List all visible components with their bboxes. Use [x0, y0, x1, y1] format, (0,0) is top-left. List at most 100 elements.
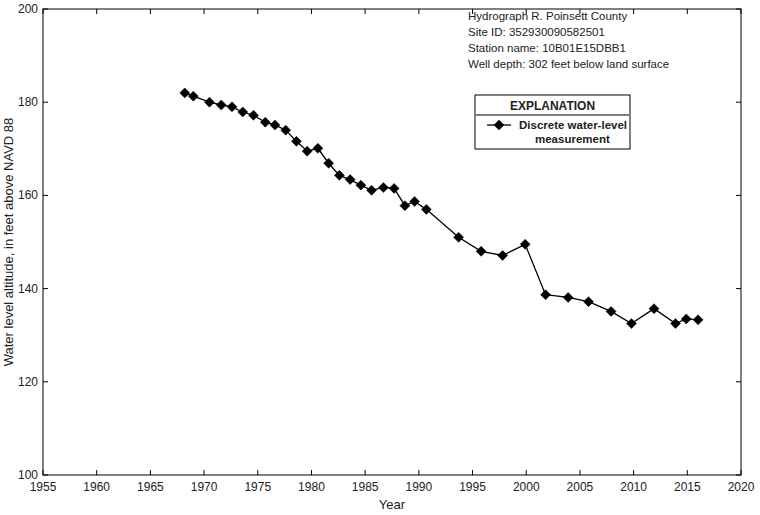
data-point	[378, 182, 388, 192]
y-tick-right	[736, 381, 741, 382]
y-tick-label: 140	[18, 282, 38, 296]
data-point	[520, 239, 530, 249]
x-tick-top	[96, 9, 97, 14]
data-point	[238, 107, 248, 117]
y-tick-label: 120	[18, 375, 38, 389]
x-tick-label: 1980	[298, 480, 325, 494]
data-point	[260, 117, 270, 127]
x-tick-top	[43, 9, 44, 14]
y-tick-label: 160	[18, 188, 38, 202]
x-tick-label: 1970	[191, 480, 218, 494]
data-point	[476, 246, 486, 256]
x-tick-label: 1965	[137, 480, 164, 494]
data-point	[356, 180, 366, 190]
data-point	[670, 319, 680, 329]
data-point	[291, 136, 301, 146]
x-tick	[418, 470, 419, 475]
data-point	[313, 143, 323, 153]
data-point	[681, 314, 691, 324]
legend-box	[475, 95, 630, 149]
annotation: Site ID: 352930090582501	[468, 26, 605, 38]
data-point	[584, 297, 594, 307]
x-tick	[365, 470, 366, 475]
legend-marker	[494, 120, 504, 130]
legend-title: EXPLANATION	[510, 99, 595, 113]
data-point	[563, 292, 573, 302]
x-tick-label: 1985	[352, 480, 379, 494]
x-tick	[257, 470, 258, 475]
data-point	[693, 315, 703, 325]
x-tick	[579, 470, 580, 475]
x-tick-top	[418, 9, 419, 14]
data-point	[227, 102, 237, 112]
x-tick-label: 2010	[620, 480, 647, 494]
x-tick	[43, 470, 44, 475]
x-tick	[741, 470, 742, 475]
data-point	[626, 319, 636, 329]
x-tick-top	[311, 9, 312, 14]
x-tick	[633, 470, 634, 475]
y-tick	[43, 381, 48, 382]
data-point	[421, 204, 431, 214]
x-tick	[687, 470, 688, 475]
x-tick-label: 1955	[30, 480, 57, 494]
x-tick-top	[257, 9, 258, 14]
data-point	[389, 183, 399, 193]
x-tick	[96, 470, 97, 475]
y-tick-right	[736, 195, 741, 196]
x-tick-label: 1990	[405, 480, 432, 494]
x-tick-label: 1995	[459, 480, 486, 494]
x-tick-label: 1960	[83, 480, 110, 494]
data-point	[204, 97, 214, 107]
legend-label-line: Discrete water-level	[519, 119, 627, 131]
data-point	[400, 201, 410, 211]
data-point	[281, 125, 291, 135]
data-point	[410, 196, 420, 206]
y-tick-label: 200	[18, 2, 38, 16]
data-point	[302, 146, 312, 156]
y-tick-label: 100	[18, 468, 38, 482]
y-tick-right	[736, 9, 741, 10]
x-tick-label: 2005	[567, 480, 594, 494]
data-point	[498, 251, 508, 261]
y-tick	[43, 288, 48, 289]
data-point	[324, 158, 334, 168]
chart: 1955196019651970197519801985199019952000…	[0, 0, 760, 515]
y-tick-right	[736, 475, 741, 476]
x-tick-top	[204, 9, 205, 14]
annotation: Station name: 10B01E15DBB1	[468, 42, 626, 54]
x-tick-label: 2020	[728, 480, 755, 494]
data-point	[367, 185, 377, 195]
x-tick-label: 1975	[244, 480, 271, 494]
data-point	[345, 175, 355, 185]
y-tick-right	[736, 102, 741, 103]
data-group	[180, 88, 703, 329]
data-point	[270, 120, 280, 130]
x-tick-top	[365, 9, 366, 14]
x-tick-top	[633, 9, 634, 14]
data-point	[216, 100, 226, 110]
legend-label: Discrete water-levelmeasurement	[519, 119, 627, 145]
x-tick	[150, 470, 151, 475]
annotation: Hydrograph R. Poinsett County	[468, 10, 627, 22]
y-tick-label: 180	[18, 95, 38, 109]
annotation: Well depth: 302 feet below land surface	[468, 58, 669, 70]
y-tick-right	[736, 288, 741, 289]
data-point	[606, 306, 616, 316]
x-tick	[204, 470, 205, 475]
x-tick-top	[687, 9, 688, 14]
y-tick	[43, 102, 48, 103]
y-tick	[43, 195, 48, 196]
y-tick	[43, 475, 48, 476]
data-point	[334, 170, 344, 180]
x-tick	[526, 470, 527, 475]
legend-rule	[476, 115, 629, 116]
data-point	[188, 91, 198, 101]
series-line	[185, 93, 698, 324]
data-point	[541, 290, 551, 300]
data-point	[649, 304, 659, 314]
x-tick	[472, 470, 473, 475]
x-tick-top	[741, 9, 742, 14]
x-tick	[311, 470, 312, 475]
x-tick-top	[150, 9, 151, 14]
